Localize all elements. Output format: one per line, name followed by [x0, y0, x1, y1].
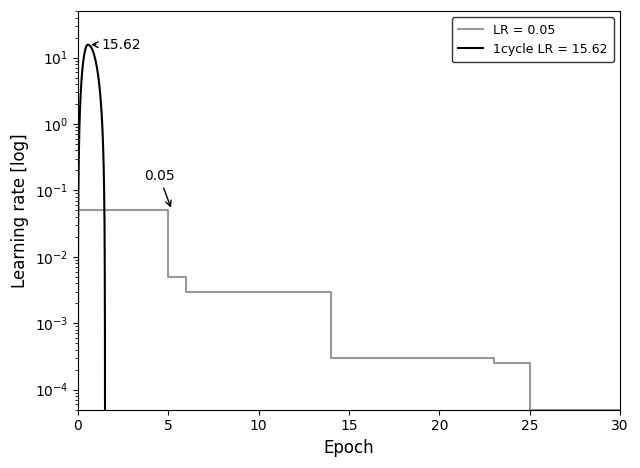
LR = 0.05	[526, 360, 534, 366]
LR = 0.05	[327, 355, 335, 361]
1cycle LR = 15.62	[77, 86, 85, 91]
Line: LR = 0.05: LR = 0.05	[78, 210, 620, 410]
LR = 0.05	[490, 355, 497, 361]
Y-axis label: Learning rate [log]: Learning rate [log]	[11, 133, 29, 288]
LR = 0.05	[526, 407, 534, 412]
Text: 0.05: 0.05	[144, 169, 175, 206]
LR = 0.05	[182, 289, 190, 294]
LR = 0.05	[74, 207, 82, 213]
X-axis label: Epoch: Epoch	[324, 439, 374, 457]
LR = 0.05	[327, 289, 335, 294]
Text: 15.62: 15.62	[93, 37, 141, 51]
1cycle LR = 15.62	[79, 65, 86, 70]
Line: 1cycle LR = 15.62: 1cycle LR = 15.62	[78, 44, 105, 410]
LR = 0.05	[164, 207, 172, 213]
1cycle LR = 15.62	[98, 110, 106, 115]
1cycle LR = 15.62	[86, 43, 93, 48]
LR = 0.05	[182, 274, 190, 279]
1cycle LR = 15.62	[74, 407, 82, 412]
1cycle LR = 15.62	[101, 407, 109, 412]
LR = 0.05	[164, 274, 172, 279]
1cycle LR = 15.62	[100, 217, 108, 223]
Legend: LR = 0.05, 1cycle LR = 15.62: LR = 0.05, 1cycle LR = 15.62	[452, 17, 614, 62]
LR = 0.05	[490, 360, 497, 366]
1cycle LR = 15.62	[84, 42, 92, 47]
LR = 0.05	[616, 407, 624, 412]
1cycle LR = 15.62	[84, 42, 92, 48]
